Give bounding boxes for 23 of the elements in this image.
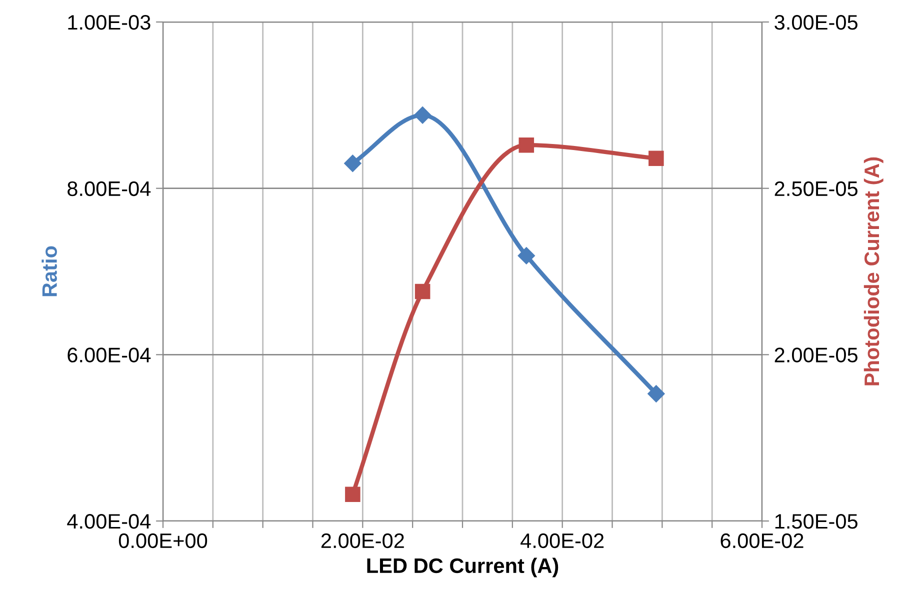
point — [648, 150, 664, 166]
y2-axis-title: Photodiode Current (A) — [864, 157, 884, 386]
point — [414, 106, 432, 124]
y-tick-label: 8.00E-04 — [68, 181, 151, 196]
x-tick-label: 2.00E-02 — [321, 533, 404, 548]
y-axis-title: Ratio — [42, 246, 57, 296]
point — [648, 385, 665, 402]
point — [518, 137, 534, 153]
y2-tick-label: 1.50E-05 — [775, 514, 858, 529]
y2-tick-label: 2.00E-05 — [774, 348, 858, 362]
y-tick-label: 1.00E-03 — [68, 15, 150, 30]
point — [345, 486, 360, 502]
point — [518, 247, 535, 264]
x-tick-label: 4.00E-02 — [520, 533, 604, 548]
point — [414, 284, 430, 300]
y-tick-label: 6.00E-04 — [68, 348, 151, 362]
x-axis-title: LED DC Current (A) — [367, 558, 558, 578]
x-tick-label: 0.00E+00 — [118, 533, 208, 548]
x-tick-label: 6.00E-02 — [720, 533, 804, 548]
y2-tick-label: 2.50E-05 — [774, 181, 858, 196]
y2-tick-label: 3.00E-05 — [774, 15, 858, 30]
point — [344, 154, 362, 172]
y-tick-label: 4.00E-04 — [67, 514, 151, 529]
